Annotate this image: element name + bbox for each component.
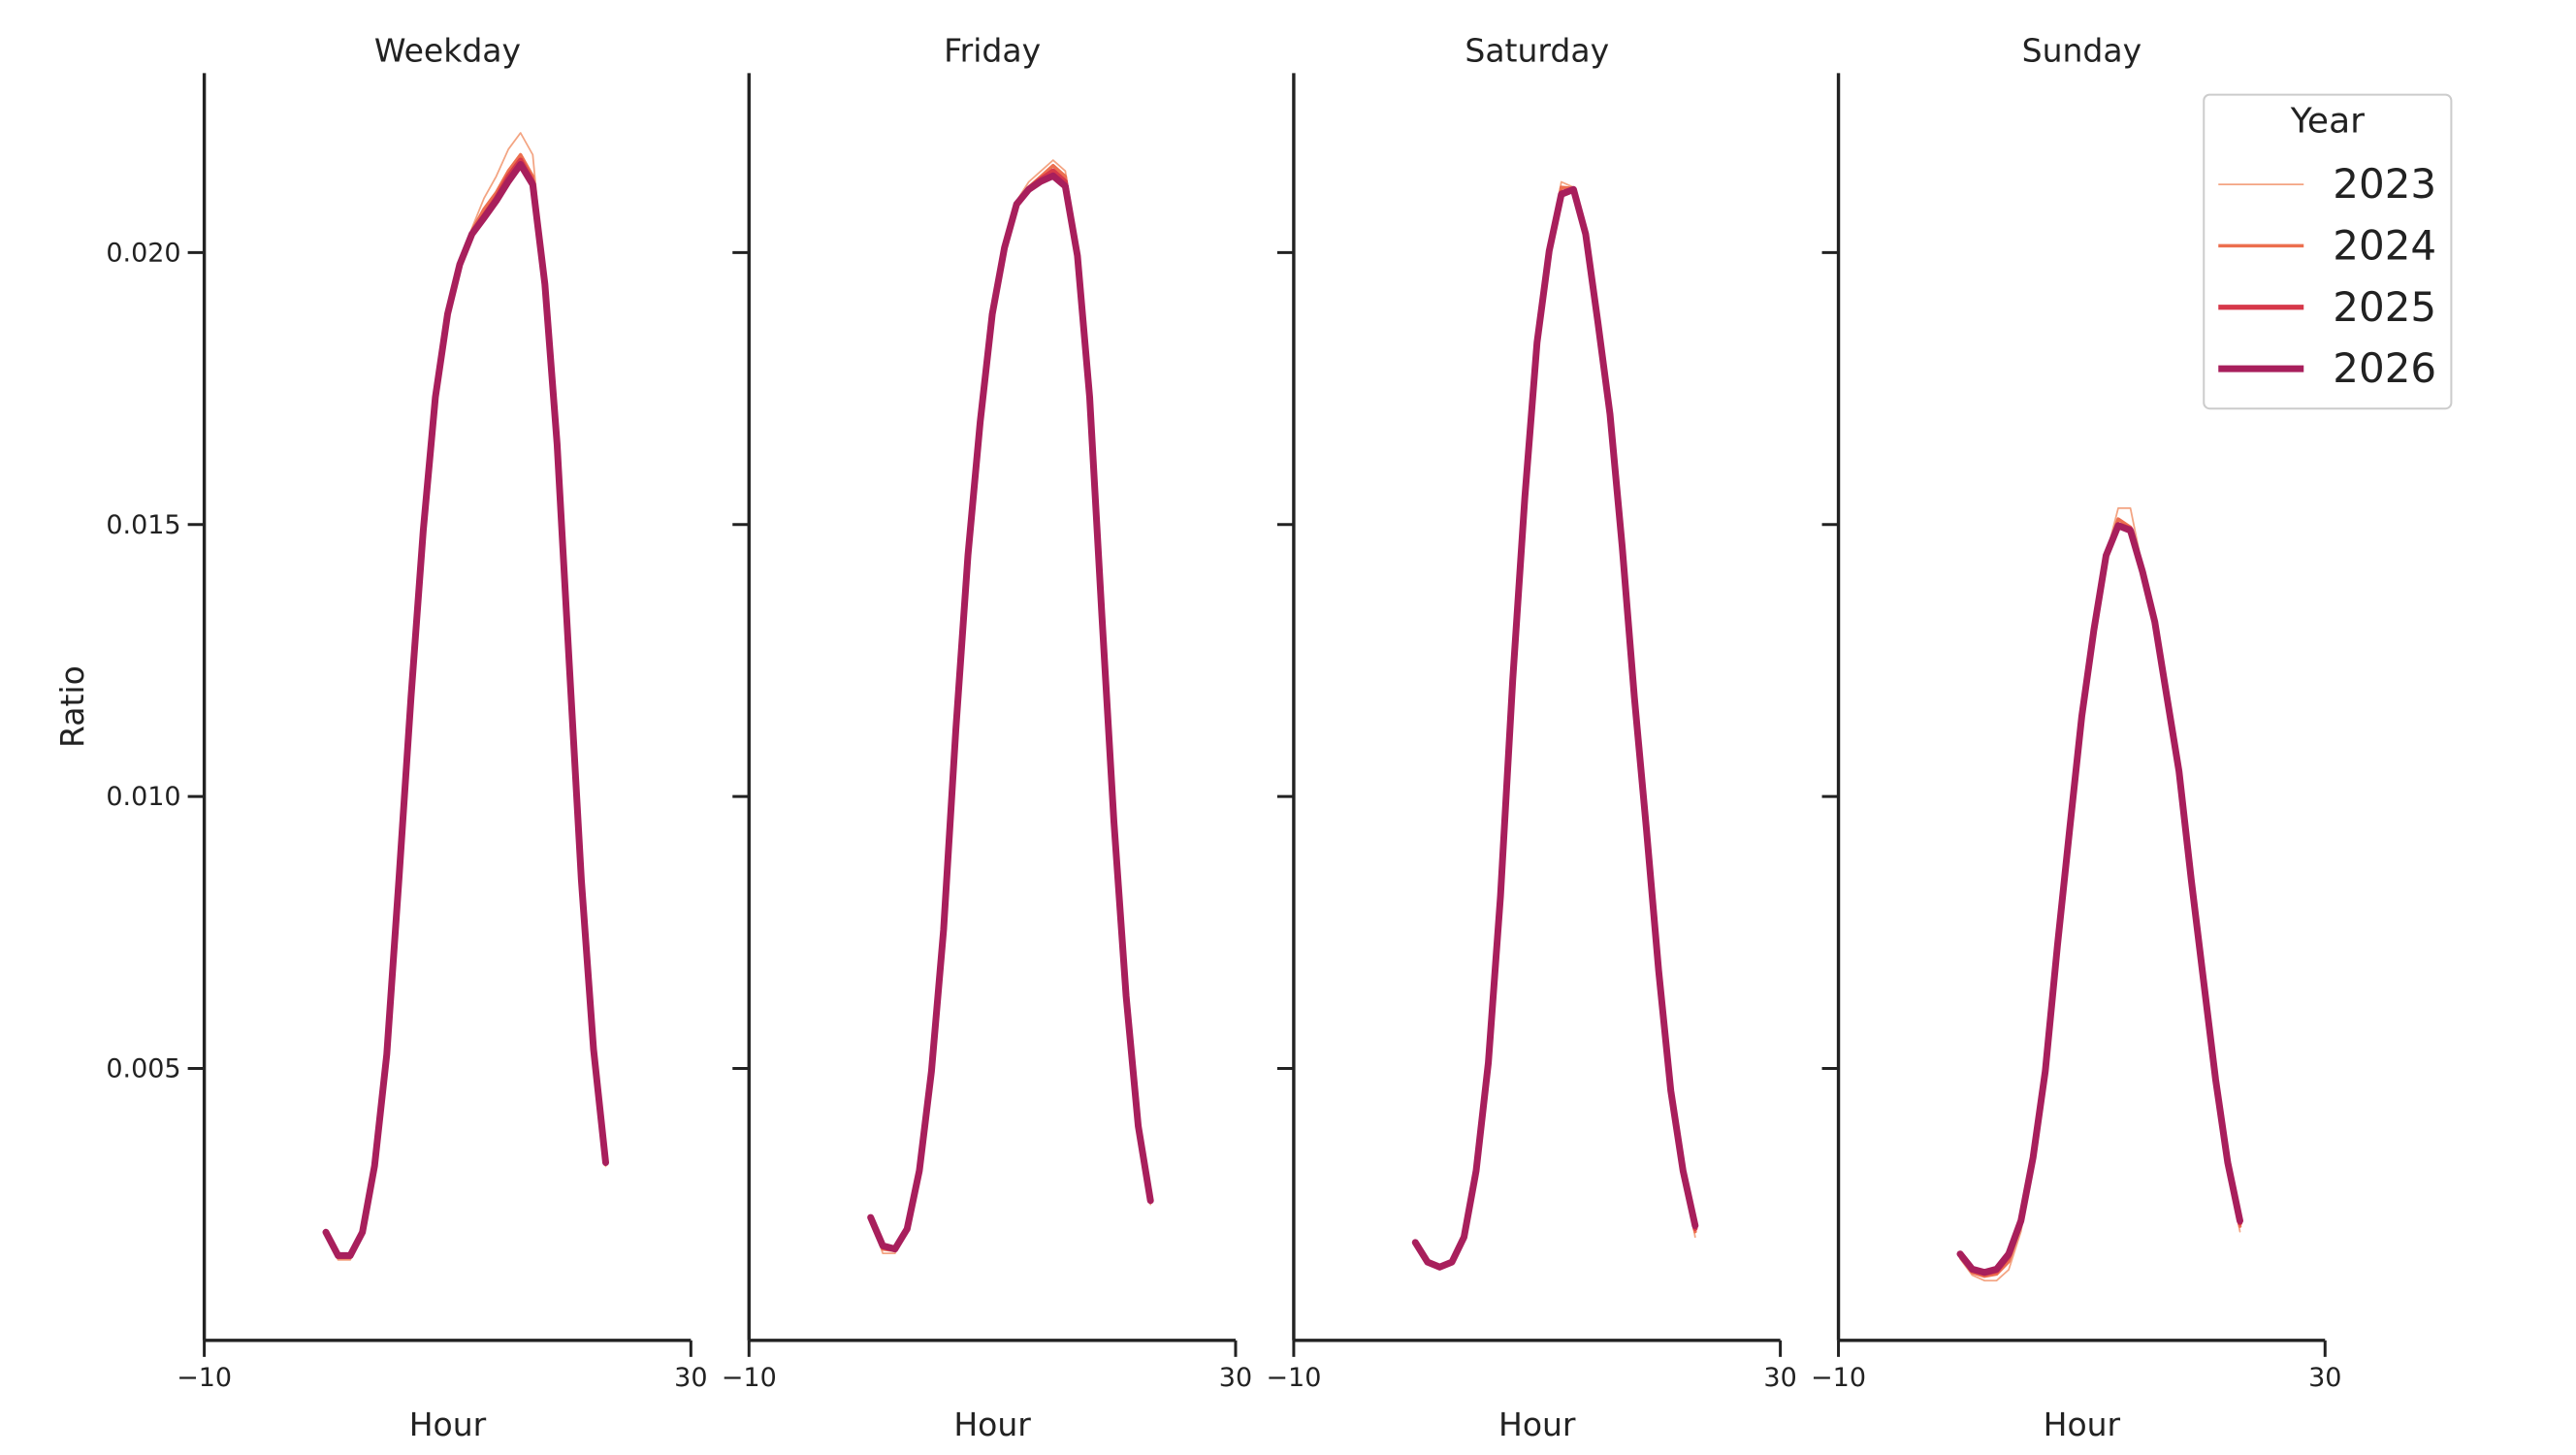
x-axis-label: Hour [409, 1406, 487, 1443]
y-axis-label: Ratio [53, 665, 91, 748]
panel-title: Saturday [1465, 31, 1609, 69]
series-line [322, 161, 609, 1259]
panel-title: Sunday [2022, 31, 2141, 69]
y-tick-label: 0.015 [106, 510, 180, 540]
series-line [1411, 185, 1699, 1271]
legend-label: 2026 [2333, 344, 2436, 392]
x-tick-label: 30 [1219, 1363, 1252, 1393]
x-axis-label: Hour [953, 1406, 1031, 1443]
y-tick-label: 0.010 [106, 782, 180, 812]
legend-title: Year [2290, 102, 2365, 142]
x-tick-label: −10 [177, 1363, 232, 1393]
panel-title: Weekday [374, 31, 521, 69]
x-tick-label: −10 [1266, 1363, 1321, 1393]
y-tick-label: 0.020 [106, 238, 180, 268]
x-tick-label: 30 [674, 1363, 707, 1393]
legend-label: 2024 [2333, 221, 2436, 269]
x-tick-label: −10 [1811, 1363, 1866, 1393]
legend-box [2203, 93, 2453, 410]
legend-label: 2025 [2333, 283, 2436, 331]
series-line [867, 172, 1154, 1253]
x-tick-label: 30 [2308, 1363, 2341, 1393]
series-line [1956, 522, 2243, 1277]
x-axis-label: Hour [1498, 1406, 1576, 1443]
legend-label: 2023 [2333, 160, 2436, 208]
panel-title: Friday [944, 31, 1041, 69]
x-tick-label: −10 [722, 1363, 777, 1393]
x-axis-label: Hour [2044, 1406, 2121, 1443]
x-tick-label: 30 [1763, 1363, 1796, 1393]
y-tick-label: 0.005 [106, 1053, 180, 1083]
